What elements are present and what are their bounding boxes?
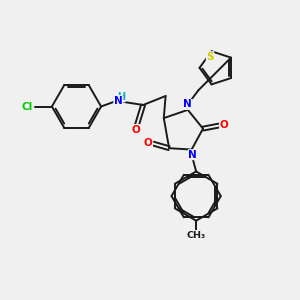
Text: O: O [132, 124, 141, 135]
Text: Cl: Cl [22, 101, 33, 112]
Text: H: H [117, 92, 125, 102]
Text: N: N [183, 99, 192, 110]
Text: N: N [114, 95, 123, 106]
Text: O: O [220, 120, 228, 130]
Text: CH₃: CH₃ [187, 231, 206, 240]
Text: O: O [144, 138, 152, 148]
Text: N: N [188, 150, 197, 160]
Text: S: S [206, 52, 214, 62]
